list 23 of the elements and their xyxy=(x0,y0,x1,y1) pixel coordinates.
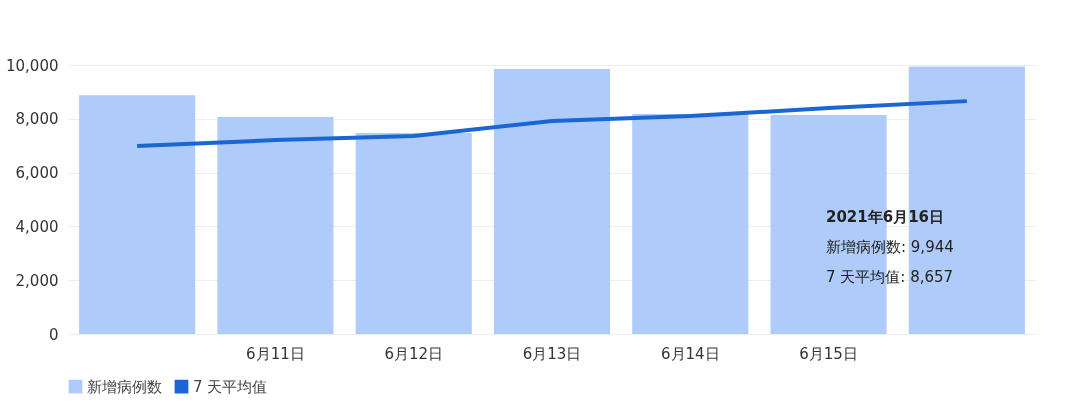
x-tick-label: 6月13日 xyxy=(522,344,582,363)
x-tick-label: 6月15日 xyxy=(799,344,858,363)
x-tick-label: 6月14日 xyxy=(660,344,720,363)
bar xyxy=(632,113,749,334)
bar xyxy=(493,69,611,334)
x-tick-label: 6月12日 xyxy=(384,344,444,363)
legend-label: 新增病例数 xyxy=(87,377,162,396)
annotation: 新增病例数: 9,944 xyxy=(826,238,954,256)
line-series xyxy=(135,99,969,148)
y-tick-label: 4,000 xyxy=(15,217,59,236)
y-tick-label: 6,000 xyxy=(15,164,59,183)
y-tick-label: 0 xyxy=(48,325,59,344)
annotation: 7 天平均值: 8,657 xyxy=(826,268,954,286)
legend-label: 7 天平均值 xyxy=(193,377,268,396)
bar xyxy=(217,116,334,334)
y-tick-label: 8,000 xyxy=(15,110,59,129)
y-tick-label: 10,000 xyxy=(6,56,59,75)
bar xyxy=(355,133,472,334)
bar xyxy=(908,66,1025,334)
annotation: 2021年6月16日 xyxy=(826,208,945,226)
x-tick-label: 6月11日 xyxy=(246,344,305,363)
bar xyxy=(79,95,196,334)
y-tick-label: 2,000 xyxy=(15,271,59,290)
